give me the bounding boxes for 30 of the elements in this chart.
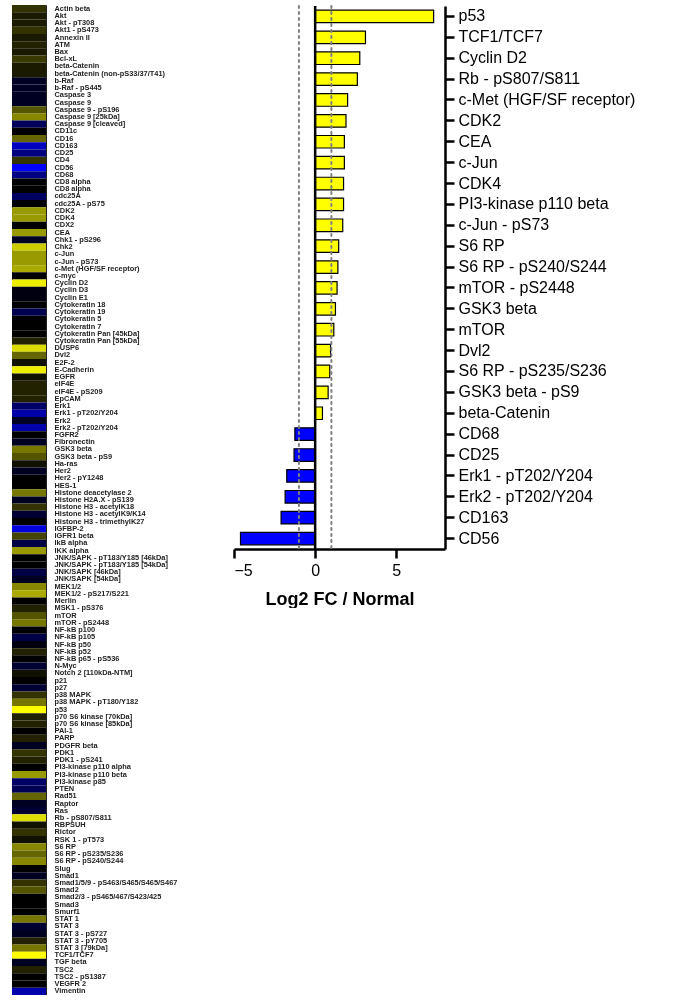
y-tick-label: CD163 <box>458 508 509 526</box>
y-tick-label: Dvl2 <box>458 341 491 359</box>
y-tick-label: c-Jun - pS73 <box>458 216 550 234</box>
y-tick-label: CD25 <box>458 446 500 464</box>
y-tick-label: GSK3 beta <box>458 299 537 317</box>
y-tick-label: Erk1 - pT202/Y204 <box>458 466 593 484</box>
y-tick-label: S6 RP <box>458 237 505 255</box>
y-tick-label: c-Met (HGF/SF receptor) <box>458 90 636 108</box>
y-tick-label: CDK4 <box>458 174 502 192</box>
x-tick-label: 5 <box>392 561 402 579</box>
y-tick-label: beta-Catenin <box>458 404 551 422</box>
y-tick-label: CD68 <box>458 425 500 443</box>
y-tick-label: CDK2 <box>458 111 502 129</box>
y-tick-label: Cyclin D2 <box>458 49 528 67</box>
y-tick-label: S6 RP - pS235/S236 <box>458 362 607 380</box>
y-tick-label: GSK3 beta - pS9 <box>458 383 580 401</box>
y-tick-label: mTOR - pS2448 <box>458 278 575 296</box>
y-tick-label: TCF1/TCF7 <box>458 28 544 46</box>
y-tick-label: CEA <box>458 132 492 150</box>
x-tick-label: −5 <box>234 561 253 579</box>
y-tick-label: PI3-kinase p110 beta <box>458 195 609 213</box>
y-tick-label: p53 <box>458 7 486 25</box>
y-tick-label: Rb - pS807/S811 <box>458 70 581 88</box>
y-tick-label: Erk2 - pT202/Y204 <box>458 487 593 505</box>
x-axis-title: Log2 FC / Normal <box>265 588 415 609</box>
y-tick-label: S6 RP - pS240/S244 <box>458 258 607 276</box>
x-tick-label: 0 <box>311 561 321 579</box>
y-tick-label: CD56 <box>458 529 500 547</box>
y-tick-label: c-Jun <box>458 153 498 171</box>
y-tick-label: mTOR <box>458 320 506 338</box>
